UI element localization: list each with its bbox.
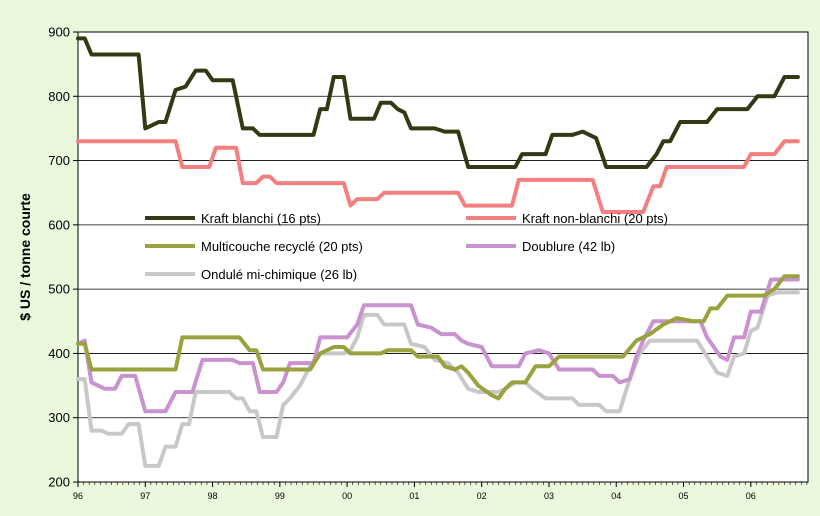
y-tick-label: 500: [48, 282, 70, 297]
legend-label: Kraft non-blanchi (20 pts): [522, 211, 668, 226]
y-tick-label: 700: [48, 153, 70, 168]
y-axis-label: $ US / tonne courte: [17, 193, 33, 321]
gridlines: [78, 95, 808, 419]
x-tick-label: 03: [544, 491, 554, 501]
legend-label: Kraft blanchi (16 pts): [201, 211, 321, 226]
x-tick-label: 02: [477, 491, 487, 501]
y-tick-label: 600: [48, 217, 70, 232]
x-tick-label: 96: [73, 491, 83, 501]
series-line-1: [76, 139, 800, 214]
legend-label: Ondulé mi-chimique (26 lb): [201, 267, 357, 282]
plot-area: [77, 31, 809, 483]
series-lines: [76, 36, 800, 468]
y-tick-label: 800: [48, 89, 70, 104]
legend-label: Multicouche recyclé (20 pts): [201, 239, 363, 254]
series-line-2: [76, 274, 800, 401]
legend-label: Doublure (42 lb): [522, 239, 615, 254]
x-axis-ticks: 96 97 98 99 00 01 02 03 04 05 06: [73, 482, 808, 501]
y-tick-label: 300: [48, 410, 70, 425]
x-tick-label: 04: [611, 491, 621, 501]
x-tick-label: 00: [342, 491, 352, 501]
y-tick-label: 900: [48, 25, 70, 40]
x-tick-label: 06: [746, 491, 756, 501]
y-tick-label: 200: [48, 475, 70, 490]
x-tick-label: 98: [208, 491, 218, 501]
legend: Kraft blanchi (16 pts) Kraft non-blanchi …: [145, 211, 668, 282]
series-line-0: [76, 36, 800, 169]
y-axis-ticks: 200 300 400 500 600 700 800 900: [48, 25, 78, 490]
x-tick-label: 99: [275, 491, 285, 501]
y-tick-label: 400: [48, 346, 70, 361]
series-line-4: [76, 290, 800, 468]
x-tick-label: 05: [679, 491, 689, 501]
x-tick-label: 97: [140, 491, 150, 501]
x-tick-label: 01: [409, 491, 419, 501]
